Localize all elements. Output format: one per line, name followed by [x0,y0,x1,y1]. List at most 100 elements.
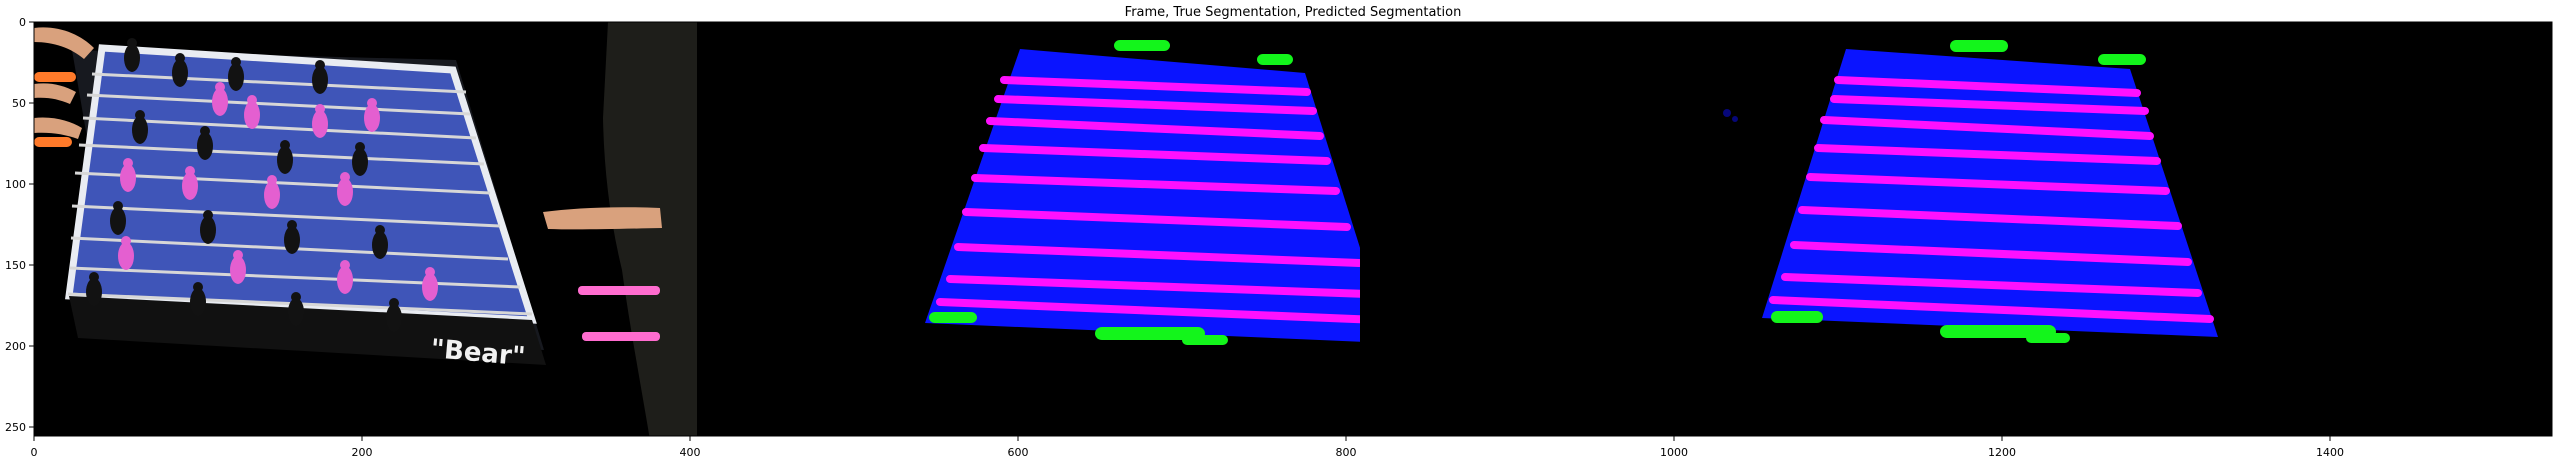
pred-rod-mask-line [1769,296,2214,323]
frame-hands [34,22,697,436]
frame-rod-line [71,204,501,228]
frame-foosball-player-head [185,166,195,176]
frame-foosball-player-head [121,236,131,246]
true-rod-mask-line [994,95,1317,115]
pred-player-blob-bottom-left [1771,311,1823,323]
pred-rod-mask-line [1790,241,2192,266]
frame-foosball-player [118,242,134,270]
frame-foosball-player-head [315,60,325,70]
frame-rod-line [91,72,467,94]
pred-player-blob-bottom-mid [1940,325,2056,338]
frame-foosball-player-head [123,158,133,168]
frame-foosball-player [277,146,293,174]
frame-foosball-player-head [267,175,277,185]
pred-rod-mask-line [1798,206,2182,230]
y-axis-ticks: 0 50 100 150 200 250 [5,16,34,434]
frame-foosball-player [197,132,213,160]
frame-rod-line [82,116,477,140]
true-rod-mask-line [946,275,1360,298]
frame-foosball-player-head [193,282,203,292]
pred-rod-mask-line [1834,76,2141,97]
frame-foosball-player-head [215,82,225,92]
frame-panel: "Bear" [34,22,697,436]
frame-foosball-player-head [231,57,241,67]
pred-rod-mask-line [1781,273,2202,297]
frame-foosball-player [264,181,280,209]
frame-foosball-player [422,273,438,301]
x-axis-ticks: 0 200 400 600 800 1000 1200 1400 [31,436,2344,459]
frame-foosball-player-head [135,110,145,120]
true-player-blob-top-right [1257,54,1293,65]
frame-foosball-player [364,104,380,132]
frame-foosball-player [228,63,244,91]
frame-foosball-player [288,298,304,326]
left-hand-top [34,27,94,59]
left-hand-mid [34,83,76,104]
frame-rod-line [69,266,521,289]
y-axis-tick-label: 200 [5,340,26,353]
true-player-blob-bottom-right [1182,335,1228,345]
true-player-blob-top-left [1114,40,1170,51]
axes-frame [33,21,2553,437]
x-axis-tick-label: 600 [1008,446,1029,459]
frame-foosball-player-head [200,126,210,136]
frame-foosball-player-head [247,95,257,105]
frame-foosball-player [86,278,102,306]
x-axis-tick-label: 1000 [1660,446,1688,459]
true-segmentation-panel [925,40,1360,345]
y-axis-tick-label: 100 [5,178,26,191]
x-axis-tick-label: 1200 [1988,446,2016,459]
pred-rod-mask-line [1814,144,2161,165]
frame-foosball-player-head [389,298,399,308]
pred-rod-mask-group [1769,76,2214,323]
frame-foosball-player [312,110,328,138]
frame-foosball-player-head [127,38,137,48]
true-rod-mask-group [936,76,1360,324]
frame-foosball-player-head [233,250,243,260]
y-axis-tick-label: 150 [5,259,26,272]
true-rod-mask-line [936,298,1360,324]
orange-handle-low [34,137,72,147]
frame-foosball-player-head [355,142,365,152]
pred-player-blob-bottom-right [2026,333,2070,343]
frame-bottom-panel [69,296,546,365]
figure-title: Frame, True Segmentation, Predicted Segm… [1125,5,1462,20]
frame-foosball-player [172,59,188,87]
pred-player-blob-top-right [2098,54,2146,65]
frame-foosball-player-head [89,272,99,282]
true-player-blob-bottom-left [929,312,977,323]
x-axis-tick-label: 400 [680,446,701,459]
frame-players [86,38,438,332]
true-player-blob-bottom-mid [1095,327,1205,340]
true-rod-mask-line [971,174,1340,195]
frame-rod-line [86,93,471,116]
frame-foosball-player-head [367,98,377,108]
y-axis-tick-label: 50 [12,97,26,110]
true-rod-mask-line [1000,76,1311,96]
y-axis-tick-label: 0 [19,16,26,29]
frame-foosball-player [386,304,402,332]
x-axis-tick-label: 200 [352,446,373,459]
y-axis-tick-label: 250 [5,421,26,434]
frame-foosball-player [244,101,260,129]
frame-foosball-player-head [113,201,123,211]
right-person [603,22,697,436]
frame-foosball-player-head [280,140,290,150]
pred-noise-1 [1723,109,1731,117]
right-arm [543,207,662,230]
frame-foosball-player [124,44,140,72]
frame-foosball-player-head [203,210,213,220]
frame-foosball-player [182,172,198,200]
pred-rod-mask-line [1806,173,2170,195]
frame-foosball-player-head [340,172,350,182]
pink-handle-right-low [582,332,660,341]
pred-noise-2 [1732,116,1738,122]
x-axis-tick-label: 800 [1336,446,1357,459]
frame-foosball-player [312,66,328,94]
frame-foosball-player-head [315,104,325,114]
frame-foosball-player [284,226,300,254]
frame-foosball-player [372,231,388,259]
pred-player-blob-top-left [1950,40,2008,52]
true-rod-mask-line [979,144,1331,165]
